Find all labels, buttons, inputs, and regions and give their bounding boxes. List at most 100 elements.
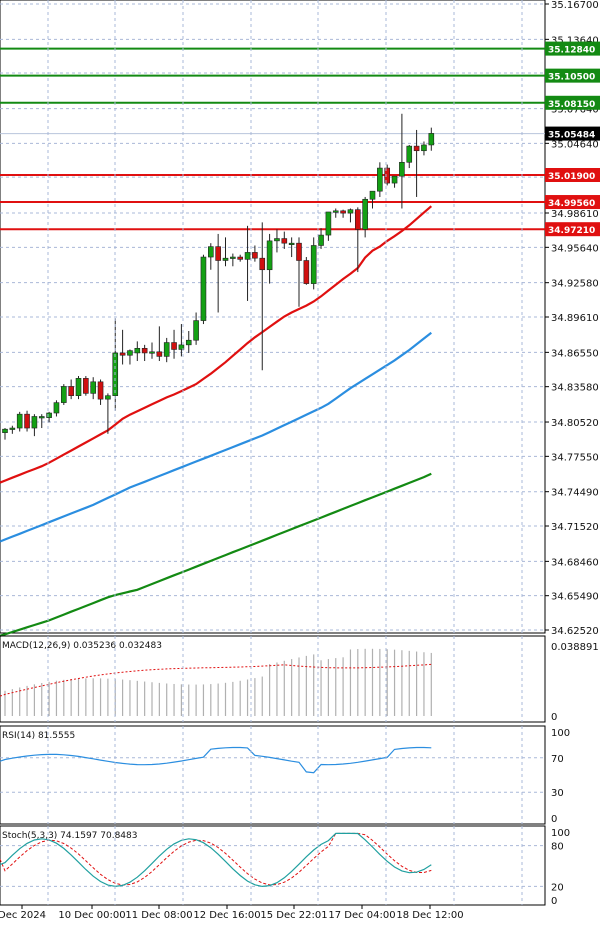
rsi-y-tick-label: 70 — [551, 754, 564, 765]
candle-body — [230, 256, 236, 259]
candle-body — [149, 351, 155, 354]
candle-body — [31, 416, 38, 429]
candle-body — [171, 342, 177, 350]
macd-title: MACD(12,26,9) 0.035236 0.032483 — [2, 641, 162, 651]
y-tick-label: 34.80520 — [551, 418, 599, 429]
stoch-y-tick-label: 100 — [551, 828, 570, 839]
candle-body — [421, 144, 427, 152]
y-tick-label: 34.68460 — [551, 557, 599, 568]
stoch-y-tick-label: 0 — [551, 896, 557, 907]
candle-body — [24, 413, 30, 429]
candle-body — [222, 257, 229, 261]
candle-body — [38, 416, 45, 419]
candle-body — [68, 386, 74, 396]
stoch-d-line — [0, 832, 432, 886]
rsi-panel: RSI(14) 81.5555 100 70 30 0 — [0, 725, 570, 825]
level-badge — [545, 222, 600, 237]
candle-body — [428, 133, 435, 146]
moving-average-line — [0, 331, 432, 543]
macd-panel: MACD(12,26,9) 0.035236 0.032483 0.038891… — [0, 635, 599, 723]
rsi-frame — [0, 725, 546, 825]
level-label: 34.99560 — [548, 199, 595, 209]
y-tick-label: 34.65490 — [551, 592, 599, 603]
candle-body — [332, 210, 339, 213]
candle-body — [391, 175, 398, 184]
candle-body — [46, 412, 52, 418]
candle-body — [16, 413, 23, 429]
rsi-y-tick-label: 30 — [551, 788, 564, 799]
rsi-y-tick-label: 100 — [551, 728, 570, 739]
candle-body — [318, 234, 324, 246]
candle-body — [369, 190, 376, 200]
candle-body — [193, 320, 199, 341]
candle-body — [237, 256, 243, 260]
y-tick-label: 34.95640 — [551, 243, 599, 254]
candle-body — [185, 339, 192, 346]
macd-y-tick-label: 0 — [551, 712, 557, 723]
y-tick-label: 34.98610 — [551, 209, 599, 220]
moving-average-line — [0, 205, 433, 484]
candle-body — [288, 242, 295, 245]
level-label: 35.01900 — [548, 172, 595, 182]
y-tick-label: 34.92580 — [551, 279, 599, 290]
y-tick-label: 34.74490 — [551, 488, 599, 499]
candle-body — [75, 378, 82, 396]
candle-body — [296, 242, 302, 261]
x-tick-label: 15 Dec 22:01 — [260, 910, 327, 921]
candle-body — [9, 427, 16, 430]
level-label: 35.12840 — [548, 46, 595, 56]
y-tick-label: 34.83580 — [551, 383, 599, 394]
x-tick-label: Dec 2024 — [0, 910, 46, 921]
candle-body — [362, 198, 368, 230]
stoch-y-tick-label: 20 — [551, 882, 564, 893]
candle-body — [127, 350, 133, 356]
x-tick-label: 12 Dec 16:00 — [193, 910, 260, 921]
candle-body — [2, 428, 8, 433]
candle-body — [60, 386, 67, 403]
current-price-badge — [545, 126, 600, 141]
candle-body — [406, 145, 413, 163]
candle-body — [134, 348, 141, 354]
x-tick-label: 11 Dec 08:00 — [125, 910, 192, 921]
macd-y-tick-label: 0.038891 — [551, 642, 599, 653]
candle-body — [215, 246, 221, 261]
candle-body — [156, 351, 163, 357]
candle-body — [200, 256, 207, 321]
candle-body — [310, 245, 317, 284]
level-label: 34.97210 — [548, 226, 595, 236]
y-tick-label: 34.77550 — [551, 452, 599, 463]
level-label: 35.08150 — [548, 100, 595, 110]
y-tick-label: 34.89610 — [551, 313, 599, 324]
y-tick-label: 35.16700 — [551, 0, 599, 11]
level-badge — [545, 168, 600, 183]
candle-body — [399, 161, 405, 177]
y-tick-label: 34.86550 — [551, 348, 599, 359]
y-tick-label: 34.71520 — [551, 522, 599, 533]
candle-body — [90, 381, 96, 394]
candle-body — [53, 402, 60, 414]
candle-body — [384, 167, 391, 184]
current-price-label: 35.05484 — [548, 131, 595, 141]
candle-body — [354, 209, 361, 230]
y-tick-label: 35.04640 — [551, 139, 599, 150]
moving-average-line — [0, 472, 432, 637]
candle-body — [259, 257, 266, 271]
stoch-title: Stoch(5,3,3) 74.1597 70.8483 — [2, 831, 137, 841]
level-badge — [545, 195, 600, 210]
candle-body — [208, 246, 214, 258]
rsi-line — [0, 746, 432, 774]
stoch-panel: Stoch(5,3,3) 74.1597 70.8483 100 80 20 0 — [0, 825, 570, 907]
candle-body — [105, 395, 111, 400]
y-tick-label: 35.13640 — [551, 35, 599, 46]
x-tick-label: 17 Dec 04:00 — [328, 910, 395, 921]
candle-body — [266, 240, 273, 271]
candle-body — [244, 252, 251, 260]
candle-body — [274, 238, 280, 242]
candle-body — [377, 167, 383, 192]
candle-body — [347, 209, 354, 214]
candle-body — [303, 260, 310, 284]
macd-signal-line — [0, 663, 432, 697]
level-badge — [545, 41, 600, 56]
